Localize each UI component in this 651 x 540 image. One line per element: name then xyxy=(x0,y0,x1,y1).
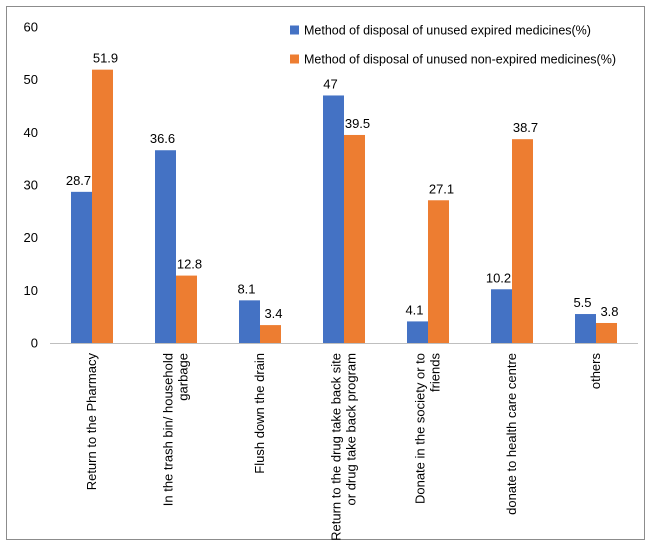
data-labels: 28.7 51.9 36.6 12.8 8.1 3.4 47 39.5 4.1 27.1 10.2 3… xyxy=(66,51,619,321)
bar-non-expired-2 xyxy=(176,275,197,343)
category-labels: Return to the Pharmacy In the trash bin/ … xyxy=(84,353,603,540)
data-label: 38.7 xyxy=(513,120,538,135)
legend-label: Method of disposal of unused non-expired… xyxy=(304,53,616,67)
bar-expired-4 xyxy=(323,95,344,343)
data-label: 47 xyxy=(323,76,337,91)
data-label: 5.5 xyxy=(573,295,591,310)
bar-non-expired-5 xyxy=(428,200,449,343)
legend-swatch xyxy=(290,25,299,35)
x-category-label: Return to the drug take back site xyxy=(329,353,344,540)
data-label: 36.6 xyxy=(150,131,175,146)
y-tick-label: 10 xyxy=(24,283,38,298)
bar-expired-5 xyxy=(407,321,428,343)
data-label: 12.8 xyxy=(177,257,202,272)
bar-non-expired-3 xyxy=(260,325,281,343)
x-category-label: others xyxy=(588,353,603,390)
bar-expired-2 xyxy=(155,150,176,343)
y-axis: 0 10 20 30 40 50 60 xyxy=(24,20,38,351)
data-label: 4.1 xyxy=(405,302,423,317)
y-tick-label: 0 xyxy=(31,336,38,351)
data-label: 39.5 xyxy=(345,116,370,131)
x-category-label: friends xyxy=(428,353,443,393)
data-label: 28.7 xyxy=(66,173,91,188)
y-tick-label: 50 xyxy=(24,72,38,87)
bar-expired-6 xyxy=(491,289,512,343)
bar-non-expired-7 xyxy=(596,322,617,343)
y-tick-label: 20 xyxy=(24,230,38,245)
data-label: 8.1 xyxy=(237,281,255,296)
data-label: 27.1 xyxy=(429,181,454,196)
y-tick-label: 60 xyxy=(24,20,38,35)
bars xyxy=(71,69,617,343)
x-category-label: donate to health care centre xyxy=(504,353,519,515)
x-category-label: In the trash bin/ household xyxy=(161,353,176,506)
bar-non-expired-6 xyxy=(512,139,533,343)
x-category-label: Return to the Pharmacy xyxy=(84,353,99,491)
data-label: 51.9 xyxy=(93,51,118,66)
data-label: 3.4 xyxy=(264,306,282,321)
legend-swatch xyxy=(290,54,299,64)
legend: Method of disposal of unused expired med… xyxy=(290,24,616,67)
x-category-label: or drug take back program xyxy=(344,353,359,505)
bar-expired-1 xyxy=(71,191,92,343)
data-label: 10.2 xyxy=(486,270,511,285)
bar-non-expired-1 xyxy=(92,69,113,343)
y-tick-label: 40 xyxy=(24,125,38,140)
data-label: 3.8 xyxy=(600,304,618,319)
bar-expired-7 xyxy=(575,314,596,343)
bar-expired-3 xyxy=(239,300,260,343)
x-category-label: garbage xyxy=(176,353,191,401)
x-category-label: Donate in the society or to xyxy=(413,353,428,504)
legend-label: Method of disposal of unused expired med… xyxy=(304,24,591,38)
x-category-label: Flush down the drain xyxy=(252,353,267,474)
bar-non-expired-4 xyxy=(344,134,365,343)
y-tick-label: 30 xyxy=(24,178,38,193)
